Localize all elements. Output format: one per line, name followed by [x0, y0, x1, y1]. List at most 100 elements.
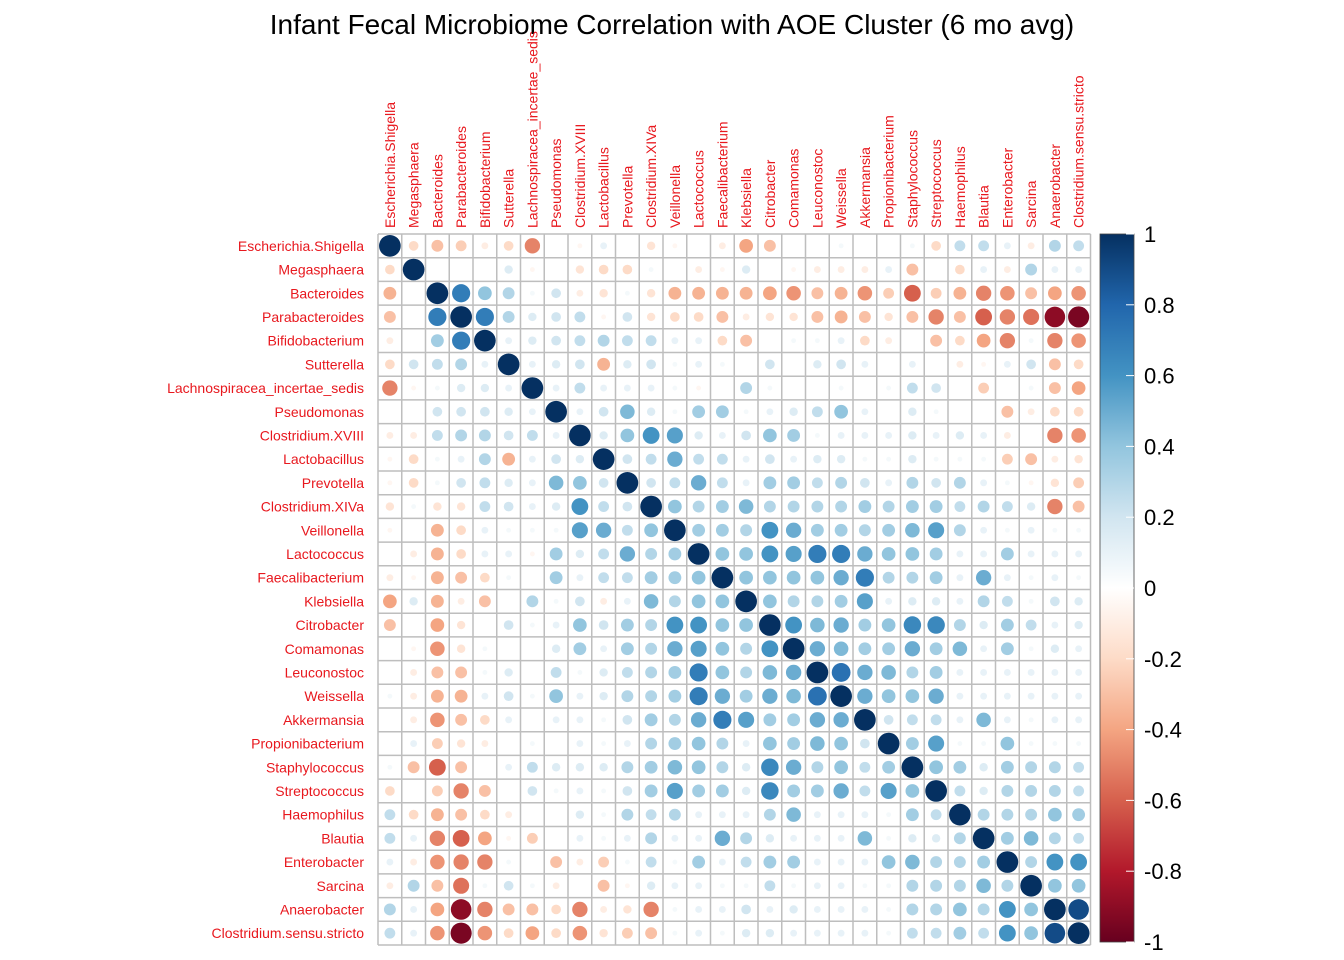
- correlation-circle: [1048, 761, 1061, 774]
- correlation-circle: [430, 854, 445, 870]
- correlation-circle: [809, 641, 826, 657]
- correlation-circle: [886, 930, 892, 936]
- correlation-circle: [1027, 526, 1035, 534]
- correlation-circle: [410, 906, 418, 913]
- correlation-circle: [645, 642, 658, 655]
- correlation-circle: [551, 288, 561, 299]
- correlation-circle: [695, 929, 703, 937]
- correlation-circle: [929, 760, 943, 775]
- correlation-circle: [1003, 692, 1011, 700]
- correlation-circle: [813, 929, 821, 937]
- correlation-circle: [504, 478, 513, 488]
- correlation-circle: [1050, 478, 1060, 488]
- colorbar: 1 0.8 0.6 0.4 0.2 0 -0.2 -0.4 -0.6 -0.8 -1: [1099, 222, 1182, 955]
- row-label: Lactobacillus: [283, 451, 364, 467]
- correlation-circle: [1070, 853, 1088, 871]
- correlation-circle: [623, 740, 631, 747]
- correlation-circle: [858, 524, 871, 537]
- correlation-circle: [834, 310, 848, 324]
- correlation-circle: [455, 808, 468, 821]
- row-label: Staphylococcus: [266, 759, 364, 775]
- colorbar-tick-label: 0.6: [1144, 364, 1175, 389]
- correlation-circle: [857, 664, 873, 681]
- correlation-circle: [906, 311, 919, 323]
- correlation-circle: [430, 712, 445, 728]
- correlation-circle: [861, 906, 869, 913]
- correlation-circle: [410, 692, 418, 700]
- correlation-circle: [430, 547, 444, 561]
- correlation-circle: [481, 526, 489, 534]
- correlation-circle: [387, 456, 393, 462]
- correlation-circle: [645, 809, 657, 821]
- correlation-circle: [576, 740, 584, 747]
- correlation-circle: [763, 713, 777, 727]
- correlation-circle: [977, 595, 990, 608]
- column-label: Propionibacterium: [881, 115, 897, 228]
- correlation-circle: [741, 430, 751, 441]
- correlation-circle: [860, 477, 870, 488]
- correlation-circle: [672, 361, 678, 367]
- correlation-circle: [621, 524, 633, 536]
- correlation-circle: [834, 594, 848, 608]
- correlation-circle: [1074, 454, 1083, 464]
- correlation-circle: [882, 642, 896, 656]
- row-label: Citrobacter: [296, 617, 365, 633]
- correlation-circle: [410, 669, 418, 676]
- correlation-circle: [456, 383, 466, 393]
- correlation-circle: [718, 242, 726, 250]
- correlation-circle: [742, 455, 750, 463]
- correlation-circle: [906, 714, 918, 726]
- correlation-circle: [886, 385, 892, 391]
- correlation-circle: [529, 290, 535, 296]
- correlation-circle: [810, 736, 825, 751]
- correlation-circle: [645, 335, 657, 347]
- correlation-circle: [953, 760, 967, 774]
- correlation-circle: [576, 692, 584, 700]
- correlation-circle: [928, 735, 945, 752]
- correlation-circle: [833, 617, 849, 633]
- correlation-circle: [431, 358, 443, 370]
- correlation-circle: [455, 666, 468, 679]
- correlation-circle: [716, 311, 729, 323]
- correlation-circle: [837, 811, 845, 819]
- correlation-circle: [668, 571, 682, 585]
- correlation-circle: [763, 594, 777, 609]
- correlation-circle: [715, 641, 730, 656]
- correlation-circle: [859, 761, 871, 773]
- correlation-circle: [598, 620, 609, 630]
- correlation-circle: [668, 808, 681, 821]
- correlation-circle: [975, 285, 992, 301]
- correlation-circle: [551, 928, 561, 939]
- correlation-circle: [1044, 922, 1066, 944]
- correlation-circle: [526, 430, 538, 441]
- correlation-circle: [529, 693, 535, 699]
- correlation-circle: [482, 883, 488, 889]
- correlation-circle: [1025, 453, 1038, 466]
- correlation-circle: [953, 926, 967, 940]
- correlation-circle: [455, 571, 468, 584]
- correlation-circle: [481, 550, 489, 558]
- correlation-circle: [785, 545, 802, 562]
- correlation-circle: [930, 879, 943, 892]
- column-label: Haemophilus: [952, 146, 968, 228]
- correlation-circle: [576, 834, 584, 842]
- correlation-circle: [908, 360, 916, 368]
- correlation-circle: [620, 618, 634, 632]
- correlation-circle: [672, 409, 678, 415]
- correlation-circle: [1027, 408, 1035, 416]
- correlation-circle: [408, 359, 419, 370]
- correlation-circle: [691, 736, 706, 751]
- correlation-circle: [457, 597, 465, 605]
- correlation-circle: [411, 646, 417, 652]
- correlation-circle: [695, 906, 703, 913]
- correlation-circle: [456, 502, 466, 511]
- column-label: Bifidobacterium: [477, 132, 493, 229]
- correlation-circle: [431, 738, 443, 749]
- correlation-circle: [741, 763, 751, 772]
- correlation-circle: [789, 407, 798, 416]
- correlation-circle: [598, 264, 609, 275]
- correlation-circle: [506, 575, 512, 581]
- correlation-circle: [506, 859, 512, 865]
- correlation-circle: [882, 571, 895, 584]
- correlation-circle: [455, 713, 468, 726]
